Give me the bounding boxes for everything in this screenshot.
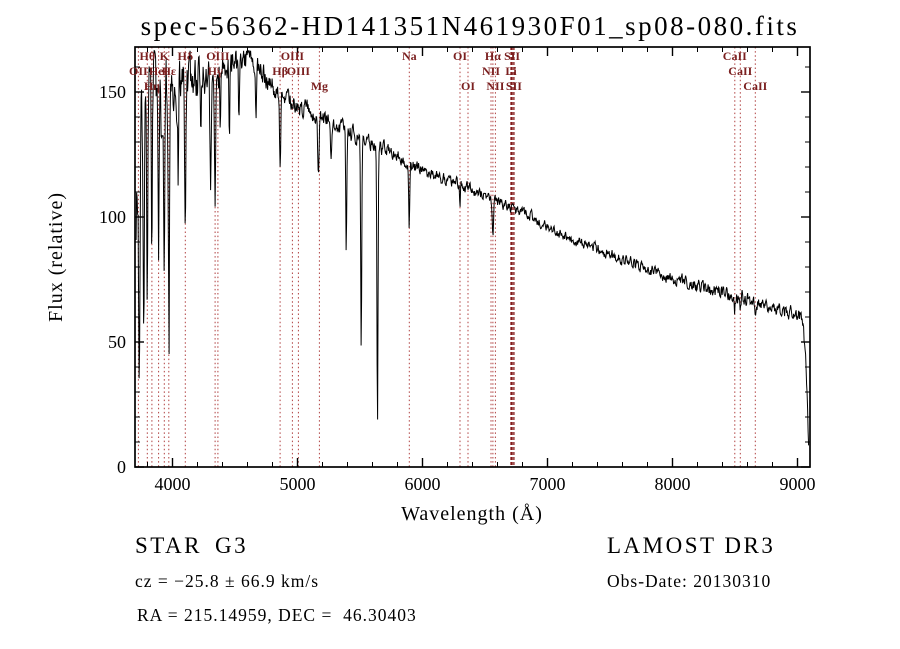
cz-value: cz = −25.8 ± 66.9 km/s: [135, 571, 319, 591]
line-label-Li: Li: [505, 64, 517, 78]
plot-frame: [134, 46, 811, 468]
line-label-Hη: Hη: [144, 79, 160, 93]
line-label-OIII: OIII: [281, 49, 305, 63]
spectrum-trace: [135, 50, 810, 446]
line-label-Hδ: Hδ: [178, 49, 194, 63]
line-label-OIII: OIII: [206, 49, 230, 63]
subclass-label: G3: [215, 533, 248, 558]
classification-label: STAR: [135, 533, 202, 558]
line-label-Hε: Hε: [162, 64, 176, 78]
x-tick-label-6000: 6000: [405, 474, 441, 494]
line-label-OII: OII: [129, 64, 148, 78]
x-axis-label: Wavelength (Å): [401, 503, 543, 525]
plot-title: spec-56362-HD141351N461930F01_sp08-080.f…: [141, 11, 800, 41]
line-label-Hγ: Hγ: [208, 64, 223, 78]
line-label-NII: NII: [486, 79, 504, 93]
ra-dec-value: RA = 215.14959, DEC = 46.30403: [137, 605, 417, 625]
y-tick-label-150: 150: [99, 82, 126, 102]
line-label-OI: OI: [461, 79, 475, 93]
line-label-SII: SII: [506, 79, 522, 93]
line-label-Hβ: Hβ: [272, 64, 288, 78]
line-label-Na: Na: [402, 49, 417, 63]
line-label-CaII: CaII: [723, 49, 747, 63]
line-label-Mg: Mg: [311, 79, 328, 93]
line-label-NII: NII: [482, 64, 500, 78]
y-tick-label-50: 50: [108, 332, 126, 352]
y-tick-label-0: 0: [117, 457, 126, 477]
line-label-CaII: CaII: [728, 64, 752, 78]
x-tick-label-4000: 4000: [155, 474, 191, 494]
x-tick-label-5000: 5000: [280, 474, 316, 494]
line-label-OIII: OIII: [287, 64, 311, 78]
x-tick-label-9000: 9000: [780, 474, 816, 494]
line-label-HeI: HeI: [149, 64, 169, 78]
line-label-CaII: CaII: [743, 79, 767, 93]
y-axis-label: Flux (relative): [45, 192, 67, 322]
survey-label: LAMOST DR3: [607, 533, 775, 558]
line-label-K: K: [160, 49, 170, 63]
x-tick-label-8000: 8000: [655, 474, 691, 494]
line-label-OI: OI: [453, 49, 467, 63]
obs-date-value: Obs-Date: 20130310: [607, 571, 771, 591]
line-label-SII: SII: [504, 49, 520, 63]
line-label-Hθ: Hθ: [139, 49, 155, 63]
y-tick-label-100: 100: [99, 207, 126, 227]
line-label-Hα: Hα: [485, 49, 501, 63]
x-tick-label-7000: 7000: [530, 474, 566, 494]
